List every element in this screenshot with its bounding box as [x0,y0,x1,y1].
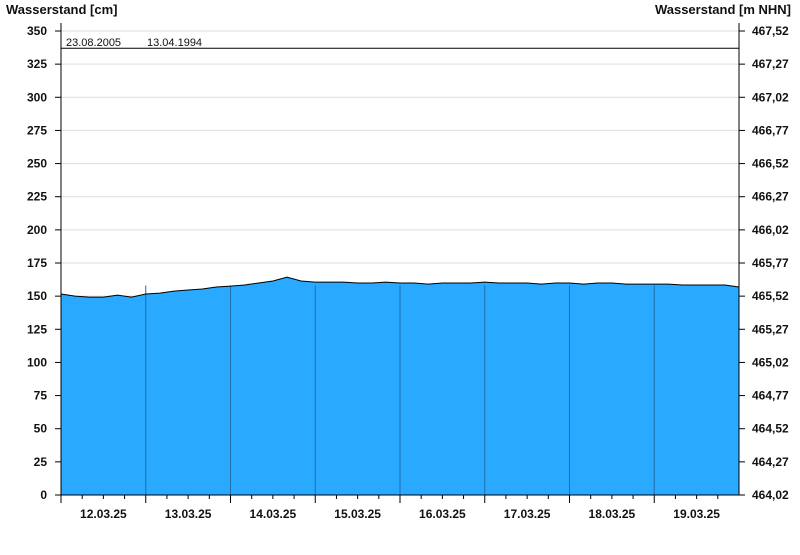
left-tick-label: 0 [40,488,47,502]
day-separators [145,285,655,495]
left-tick-label: 100 [27,355,47,369]
left-tick-label: 75 [34,389,48,403]
left-tick-label: 250 [27,157,47,171]
left-tick-label: 200 [27,223,47,237]
right-tick-label: 464,02 [752,488,789,502]
x-tick-label: 13.03.25 [165,507,212,521]
x-tick-label: 12.03.25 [80,507,127,521]
x-tick-label: 16.03.25 [419,507,466,521]
right-tick-label: 465,77 [752,256,789,270]
left-tick-label: 50 [34,422,48,436]
right-tick-label: 466,02 [752,223,789,237]
right-tick-label: 465,27 [752,322,789,336]
x-tick-label: 17.03.25 [504,507,551,521]
reference-label-1: 23.08.2005 [66,37,121,49]
left-tick-label: 125 [27,322,47,336]
left-tick-label: 25 [34,455,48,469]
x-tick-label: 18.03.25 [589,507,636,521]
water-level-line [60,276,740,298]
right-tick-label: 464,27 [752,455,789,469]
right-tick-label: 467,52 [752,24,789,38]
right-tick-label: 466,27 [752,190,789,204]
left-tick-label: 175 [27,256,47,270]
x-tick-label: 14.03.25 [250,507,297,521]
left-tick-label: 350 [27,24,47,38]
x-tick-label: 19.03.25 [673,507,720,521]
left-tick-label: 225 [27,190,47,204]
right-tick-label: 464,77 [752,389,789,403]
x-tick-label: 15.03.25 [334,507,381,521]
right-tick-label: 465,02 [752,355,789,369]
right-tick-label: 464,52 [752,422,789,436]
right-tick-label: 467,02 [752,90,789,104]
right-tick-label: 466,52 [752,157,789,171]
left-tick-label: 300 [27,90,47,104]
right-axis-title: Wasserstand [m NHN] [655,2,791,17]
left-axis-title: Wasserstand [cm] [6,2,118,17]
left-tick-label: 150 [27,289,47,303]
left-tick-label: 325 [27,57,47,71]
reference-label-2: 13.04.1994 [147,37,202,49]
right-tick-label: 466,77 [752,123,789,137]
right-tick-label: 465,52 [752,289,789,303]
axes: 0 464,02 25 464,27 50 464,52 75 464,77 100 465,02… [27,23,789,521]
left-tick-label: 275 [27,123,47,137]
right-tick-label: 467,27 [752,57,789,71]
